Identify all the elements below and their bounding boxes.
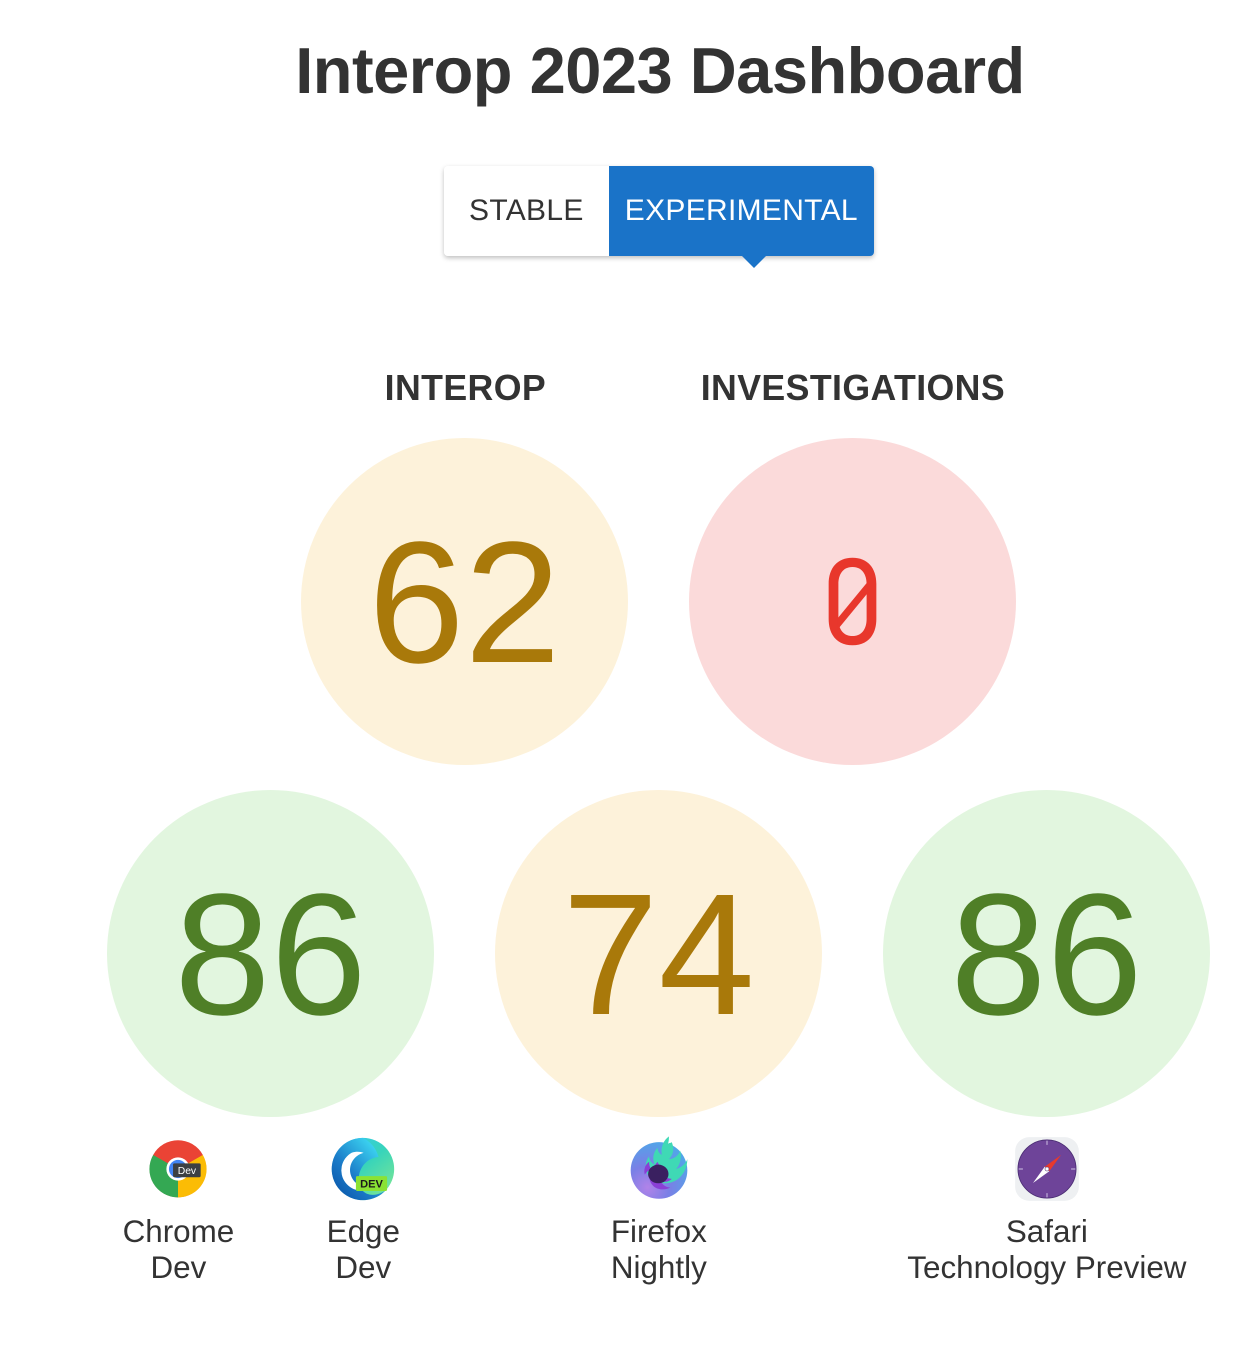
svg-text:DEV: DEV (360, 1178, 383, 1190)
svg-text:Dev: Dev (178, 1166, 197, 1177)
